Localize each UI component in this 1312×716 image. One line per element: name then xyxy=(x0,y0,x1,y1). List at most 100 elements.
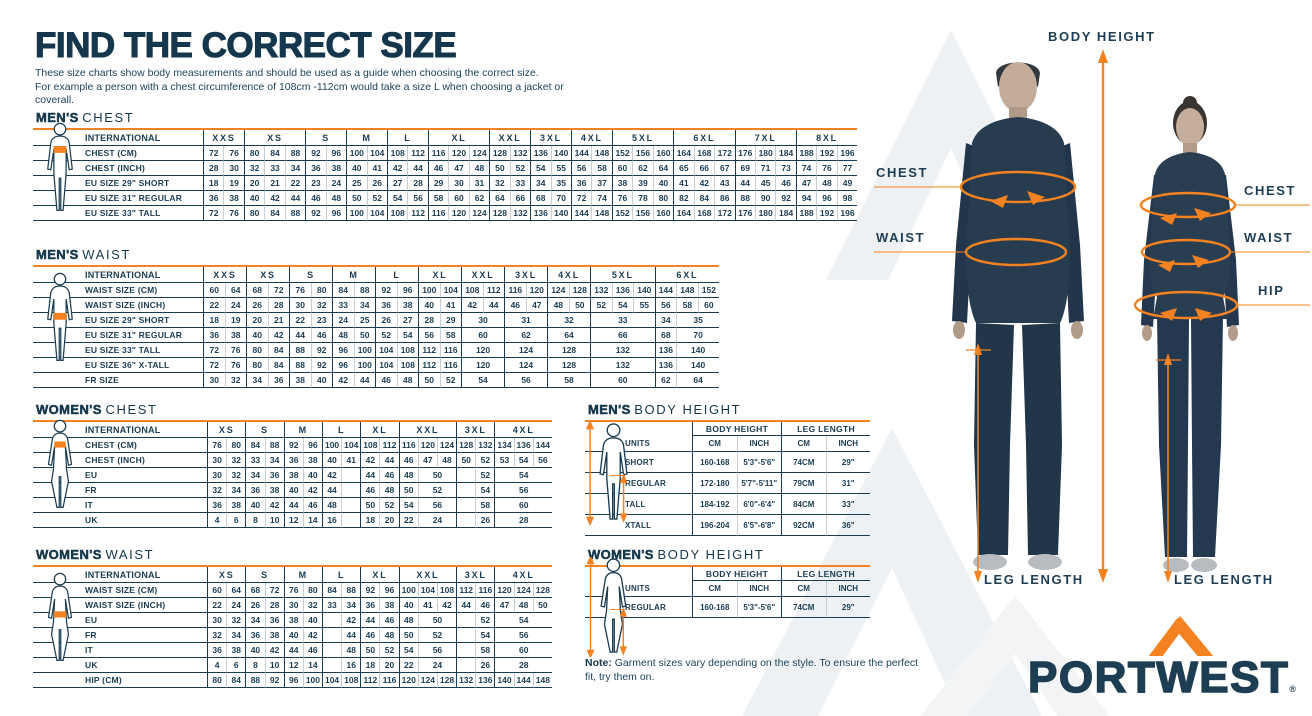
table-cell: 108 xyxy=(386,146,408,161)
table-cell: 56 xyxy=(494,628,552,643)
table-cell: 124 xyxy=(547,283,569,298)
table-cell: 39 xyxy=(632,176,653,191)
table-row: UNITS CM INCH CM INCH xyxy=(585,436,870,452)
table-cell: 132 xyxy=(456,673,476,688)
table-cell: 20 xyxy=(246,313,268,328)
table-cell: 56 xyxy=(417,643,457,658)
row-label: TALL xyxy=(585,494,692,515)
table-cell: 47 xyxy=(525,298,548,313)
table-cell: 76 xyxy=(207,438,227,453)
table-cell: 34 xyxy=(226,628,246,643)
table-cell: 108 xyxy=(396,358,419,373)
table-cell: 100 xyxy=(346,206,367,221)
table-cell: 100 xyxy=(418,283,440,298)
row-label: INTERNATIONAL xyxy=(33,130,203,146)
table-cell: 38 xyxy=(283,468,303,483)
table-cell: 54 xyxy=(386,191,408,206)
table-cell: 27 xyxy=(396,313,419,328)
table-cell: 5'3"-5'6" xyxy=(736,597,781,618)
table-cell: 40 xyxy=(418,298,440,313)
row-label: EU SIZE 29" SHORT xyxy=(33,176,203,191)
table-row: IT 36 38 40 42 44 46 48 50 52 54 56 58 60 xyxy=(33,498,552,513)
size-header-cell: 4XL xyxy=(494,567,552,583)
table-cell: 92 xyxy=(360,583,380,598)
table-row: WAIST SIZE (CM) 60 64 68 72 76 80 84 88 92 96 100 10… xyxy=(33,583,552,598)
table-cell xyxy=(321,658,342,673)
table-cell: 116 xyxy=(439,358,462,373)
section-title-strong: WOMEN'S xyxy=(588,547,654,563)
table-cell: 24 xyxy=(332,313,354,328)
table-cell: 30 xyxy=(461,313,505,328)
table-cell: 46 xyxy=(302,643,322,658)
table-cell: 42 xyxy=(302,628,322,643)
table-cell: 98 xyxy=(836,191,858,206)
subtitle-line2: For example a person with a chest circum… xyxy=(35,80,564,107)
table-cell: 70 xyxy=(676,328,720,343)
section-title-light: WAIST xyxy=(82,247,131,262)
table-cell: 32 xyxy=(547,313,591,328)
table-cell: 32 xyxy=(207,483,227,498)
table-cell: INCH xyxy=(825,581,870,597)
table-cell: 33 xyxy=(264,161,285,176)
row-label: EU SIZE 33" TALL xyxy=(33,343,203,358)
table-row: BODY HEIGHT LEG LENGTH xyxy=(585,422,870,436)
table-cell: 84 xyxy=(693,191,715,206)
table-cell: INCH xyxy=(825,436,870,452)
table-cell: 92 xyxy=(305,146,326,161)
row-label: EU SIZE 33" TALL xyxy=(33,206,203,221)
mens-waist-figure-icon xyxy=(37,259,83,384)
table-cell: 18 xyxy=(203,176,224,191)
table-cell: 52 xyxy=(379,643,399,658)
size-header-cell: XS xyxy=(243,130,306,146)
leg-length-label-left: LEG LENGTH xyxy=(984,572,1084,587)
row-label: REGULAR xyxy=(585,597,692,618)
leg-length-label-right: LEG LENGTH xyxy=(1174,572,1274,587)
table-cell: 84 xyxy=(267,358,290,373)
table-cell: 38 xyxy=(611,176,633,191)
table-cell: 80 xyxy=(207,673,227,688)
hip-label: HIP xyxy=(1258,283,1285,298)
table-cell: 96 xyxy=(332,358,354,373)
table-cell: 28 xyxy=(203,161,224,176)
table-cell: 22 xyxy=(398,658,418,673)
table-cell: 25 xyxy=(353,313,376,328)
section-womens-body-height: WOMEN'S BODY HEIGHT BODY HEIGHT LEG LENGT… xyxy=(585,547,870,659)
table-cell: 42 xyxy=(264,643,284,658)
table-cell: 36 xyxy=(267,373,290,388)
section-title-strong: MEN'S xyxy=(588,402,631,418)
row-label: FR xyxy=(33,483,208,498)
size-header-cell: XS xyxy=(207,567,246,583)
table-cell: 160-168 xyxy=(692,452,737,473)
table-cell: 46 xyxy=(360,483,380,498)
table-cell: 40 xyxy=(302,468,322,483)
table-cell: 33" xyxy=(825,494,870,515)
table-cell: 34 xyxy=(341,598,361,613)
row-label: REGULAR xyxy=(585,473,692,494)
table-cell xyxy=(321,628,342,643)
table-cell: 84 xyxy=(245,438,265,453)
table-cell: 44 xyxy=(341,628,361,643)
table-cell: 74CM xyxy=(781,452,826,473)
table-cell: 26 xyxy=(475,513,495,528)
table-cell: 140 xyxy=(494,673,514,688)
table-cell: 92 xyxy=(375,283,397,298)
table-cell: 108 xyxy=(360,438,380,453)
table-cell: 50 xyxy=(360,643,380,658)
table-cell: 156 xyxy=(632,146,653,161)
section-title-strong: MEN'S xyxy=(36,110,79,126)
table-cell: CM xyxy=(692,581,737,597)
table-cell: 64 xyxy=(224,283,247,298)
table-cell: 120 xyxy=(398,673,418,688)
table-cell: INCH xyxy=(736,436,781,452)
size-table: BODY HEIGHT LEG LENGTH UNITS CM INCH CM INCH SH… xyxy=(585,420,870,536)
table-cell: 26 xyxy=(245,598,265,613)
table-cell: 29" xyxy=(825,597,870,618)
size-header-cell: 6XL xyxy=(654,267,720,283)
table-cell: 34 xyxy=(245,613,265,628)
table-cell: 84 xyxy=(264,206,285,221)
table-cell: 36 xyxy=(203,191,224,206)
table-cell: 22 xyxy=(398,513,418,528)
table-cell: 52 xyxy=(475,453,495,468)
size-header-cell: XS xyxy=(246,267,290,283)
table-cell: 50 xyxy=(568,298,591,313)
